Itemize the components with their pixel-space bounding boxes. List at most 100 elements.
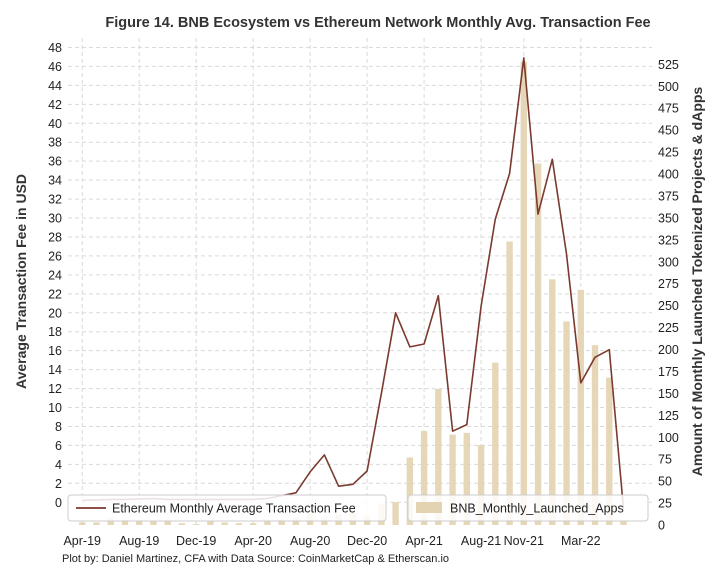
right-tick-label: 125 [658,409,679,423]
bar [449,434,456,525]
left-tick-label: 4 [55,458,62,472]
x-tick-label: Dec-19 [176,534,216,548]
bar [435,388,442,525]
left-tick-label: 14 [48,363,62,377]
left-tick-label: 0 [55,496,62,510]
bar [278,519,285,525]
bar [620,520,627,525]
bar [549,279,556,525]
bar [93,522,100,525]
left-tick-label: 46 [48,60,62,74]
x-tick-label: Aug-20 [290,534,330,548]
left-tick-label: 30 [48,212,62,226]
left-tick-label: 2 [55,477,62,491]
left-tick-label: 12 [48,382,62,396]
left-tick-label: 36 [48,155,62,169]
right-axis-label: Amount of Monthly Launched Tokenized Pro… [689,87,705,477]
left-y-axis: 0246810121416182022242628303234363840424… [48,41,62,510]
left-tick-label: 18 [48,325,62,339]
bar [79,522,86,525]
bar [164,520,171,525]
bar [463,432,471,525]
bar [207,520,214,525]
bar [235,523,243,525]
bar [606,377,613,525]
right-tick-label: 525 [658,58,679,72]
left-axis-label: Average Transaction Fee in USD [13,174,29,389]
right-tick-label: 350 [658,211,679,225]
right-tick-label: 150 [658,387,679,401]
left-tick-label: 10 [48,401,62,415]
right-tick-label: 75 [658,453,672,467]
x-tick-label: Dec-20 [347,534,387,548]
left-tick-label: 44 [48,79,62,93]
legend-bar-swatch [416,502,442,513]
left-tick-label: 8 [55,420,62,434]
x-tick-label: Apr-19 [63,534,101,548]
bar [178,523,186,525]
bar [150,520,157,525]
left-tick-label: 6 [55,439,62,453]
bar [577,289,584,525]
right-tick-label: 325 [658,233,679,247]
legend-line-label: Ethereum Monthly Average Transaction Fee [112,502,356,516]
source-caption: Plot by: Daniel Martinez, CFA with Data … [62,553,449,565]
bar [563,321,570,525]
legend-bar: BNB_Monthly_Launched_Apps [407,494,649,522]
right-tick-label: 500 [658,80,679,94]
legend-line: Ethereum Monthly Average Transaction Fee [67,494,387,522]
chart-title: Figure 14. BNB Ecosystem vs Ethereum Net… [105,15,650,31]
x-axis: Apr-19 Aug-19 Dec-19 Apr-20 Aug-20 Dec-20 Apr-… [63,534,600,548]
x-tick-label: Mar-22 [561,534,601,548]
right-tick-label: 200 [658,343,679,357]
left-tick-label: 40 [48,117,62,131]
bar [591,345,599,525]
x-tick-label: Aug-19 [119,534,159,548]
bar [420,431,428,525]
bar [534,163,542,525]
right-y-axis: 0 25 50 75 100 125 150 175 200 225 250 275 300 325 350… [658,58,679,533]
x-tick-label: Apr-21 [405,534,443,548]
x-tick-label: Nov-21 [504,534,544,548]
bar [506,241,513,525]
right-tick-label: 300 [658,255,679,269]
right-tick-label: 25 [658,497,672,511]
bar [264,521,271,525]
right-tick-label: 0 [658,519,665,533]
legend-box [67,494,387,522]
bar [249,523,257,525]
left-tick-label: 20 [48,306,62,320]
left-tick-label: 38 [48,136,62,150]
left-tick-label: 48 [48,41,62,55]
x-tick-label: Aug-21 [461,534,501,548]
bar [136,520,143,525]
bar [192,524,200,525]
bar [492,362,499,525]
bar [477,445,485,525]
left-tick-label: 42 [48,98,62,112]
right-tick-label: 400 [658,168,679,182]
bar [520,61,528,525]
bar [221,522,228,525]
right-tick-label: 475 [658,102,679,116]
right-tick-label: 375 [658,189,679,203]
left-tick-label: 34 [48,174,62,188]
left-tick-label: 32 [48,193,62,207]
x-tick-label: Apr-20 [234,534,272,548]
left-tick-label: 16 [48,344,62,358]
bar [392,502,399,525]
left-tick-label: 22 [48,287,62,301]
left-tick-label: 26 [48,249,62,263]
right-tick-label: 450 [658,124,679,138]
legend-box [407,494,649,522]
right-tick-label: 50 [658,475,672,489]
right-tick-label: 175 [658,365,679,379]
left-tick-label: 28 [48,230,62,244]
right-tick-label: 425 [658,146,679,160]
legend-bar-label: BNB_Monthly_Launched_Apps [450,502,624,516]
right-tick-label: 250 [658,299,679,313]
right-tick-label: 100 [658,431,679,445]
bar [406,457,414,525]
